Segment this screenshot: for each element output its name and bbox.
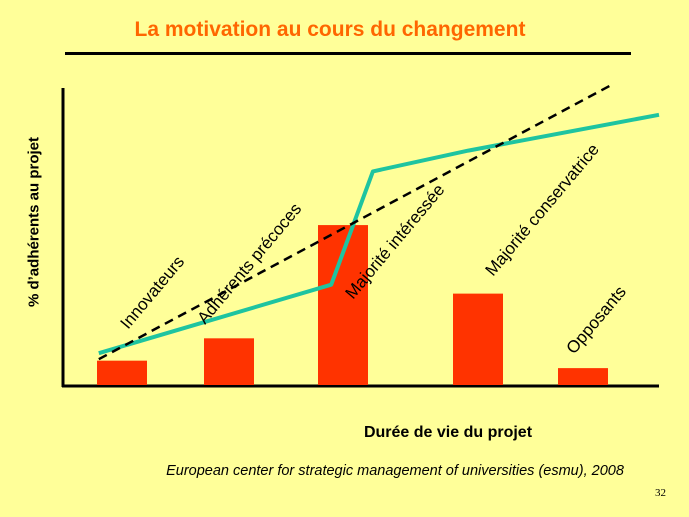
title-underline — [65, 52, 631, 55]
trend-dashed-line — [98, 83, 612, 361]
bar-2 — [204, 338, 254, 385]
bar-group — [97, 225, 608, 385]
page-title: La motivation au cours du changement — [134, 18, 526, 41]
adoption-curve-line — [98, 112, 660, 356]
source-citation: European center for strategic management… — [166, 463, 624, 479]
bar-4 — [453, 293, 503, 385]
line-group — [98, 83, 660, 361]
category-label-1: Innovateurs — [117, 252, 189, 332]
bar-1 — [97, 360, 147, 385]
bar-5 — [558, 368, 608, 385]
category-label-4: Majorité conservatrice — [482, 140, 603, 280]
page-number: 32 — [655, 487, 666, 499]
x-axis-label: Durée de vie du projet — [363, 424, 533, 441]
y-axis-label: % d’adhérents au projet — [25, 136, 43, 308]
category-label-5: Opposants — [563, 282, 630, 357]
chart-axes — [61, 88, 659, 388]
